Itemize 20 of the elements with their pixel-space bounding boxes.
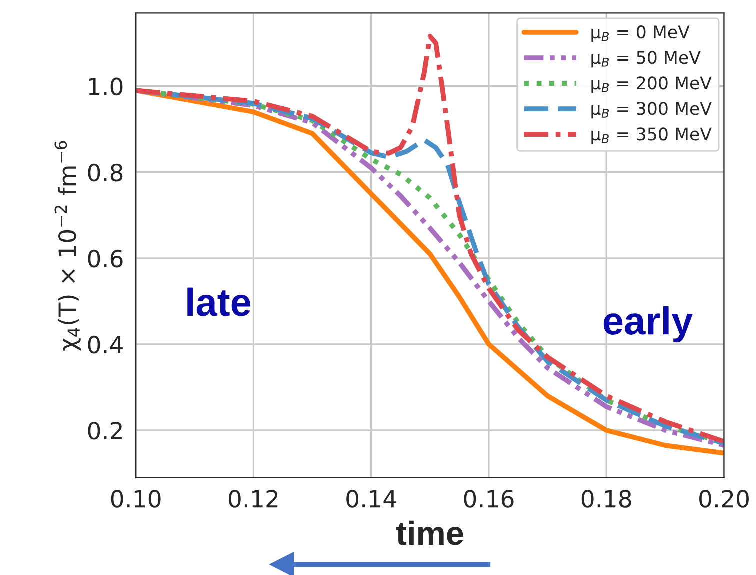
x-tick-label: 0.16 [464,490,514,508]
legend-label: μ$_{B}$ = 300 MeV [592,102,712,119]
legend-label: μ$_{B}$ = 350 MeV [592,128,712,144]
x-tick-label: 0.14 [346,490,396,508]
legend-label: μ$_{B}$ = 0 MeV [592,26,690,42]
x-tick-label: 0.20 [700,490,749,508]
x-tick-label: 0.18 [582,490,632,508]
y-tick-label: 0.4 [88,336,123,354]
legend-label: μ$_{B}$ = 200 MeV [592,76,712,94]
annotation: late [188,288,251,316]
x-tick-label: 0.10 [111,490,161,508]
legend-label: μ$_{B}$ = 50 MeV [592,51,701,68]
x-axis-title: time [396,520,464,546]
y-tick-label: 0.2 [88,422,122,440]
annotation: early [604,306,693,343]
y-tick-label: 0.8 [88,164,123,182]
y-tick-label: 1.0 [89,78,123,96]
y-axis-title: χ$_{4}$(T) × 10$^{−2}$ fm$^{−6}$ [54,141,81,351]
x-tick-label: 0.12 [228,490,278,508]
y-tick-label: 0.6 [88,250,123,268]
